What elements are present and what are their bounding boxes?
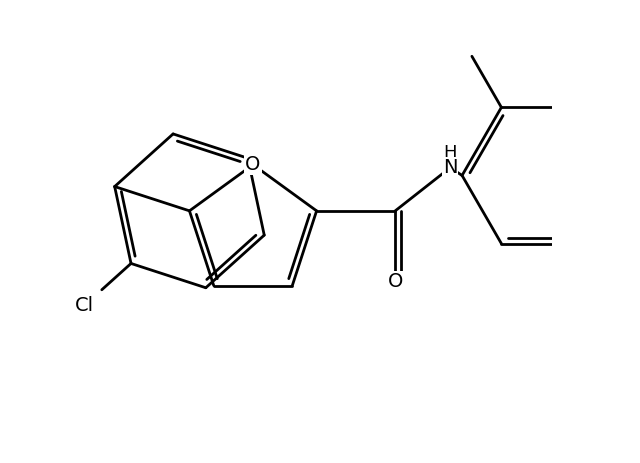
Text: O: O (245, 155, 260, 174)
Text: O: O (388, 272, 403, 291)
Text: N: N (443, 158, 458, 177)
Text: H: H (444, 144, 457, 163)
Text: Cl: Cl (75, 296, 94, 315)
